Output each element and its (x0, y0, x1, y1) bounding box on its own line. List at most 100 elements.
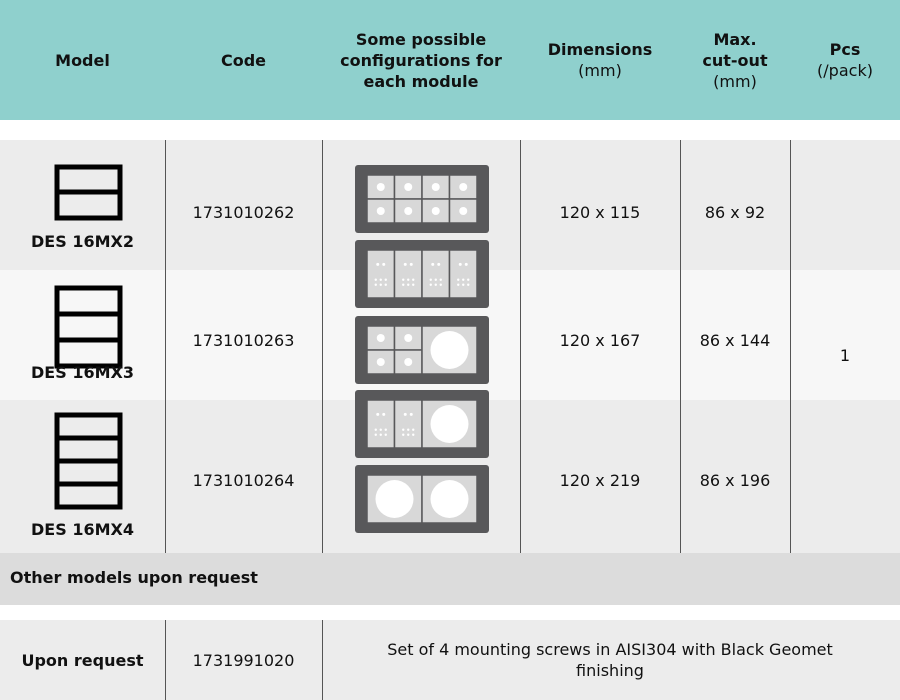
dot (379, 278, 382, 281)
dot (402, 428, 405, 431)
dot (430, 331, 469, 369)
module (366, 349, 396, 375)
divider (680, 140, 681, 553)
divider (520, 140, 521, 553)
dot (384, 278, 387, 281)
dot (439, 278, 442, 281)
header-title: Max. cut-out (702, 29, 768, 70)
dimensions: 120 x 115 (559, 203, 641, 222)
module (366, 399, 396, 449)
model-name: DES 16MX2 (31, 232, 134, 251)
module (393, 249, 423, 299)
dot (412, 433, 415, 436)
header-cell: Dimensions (mm) (520, 0, 680, 120)
dot (376, 334, 385, 342)
dot (379, 428, 382, 431)
dot (403, 262, 407, 266)
dot (384, 283, 387, 286)
header-unit: (/pack) (817, 61, 873, 80)
dot (412, 283, 415, 286)
dot (457, 283, 460, 286)
dot (379, 283, 382, 286)
header-cell: Code (165, 0, 322, 120)
dimensions: 120 x 167 (559, 330, 641, 350)
dot (384, 428, 387, 431)
other-band (0, 553, 900, 605)
dot (430, 480, 469, 518)
module (366, 174, 396, 200)
dot (459, 207, 468, 215)
dot (376, 358, 385, 366)
dot (437, 262, 441, 266)
dimensions: 120 x 219 (559, 470, 641, 490)
dot (376, 183, 385, 191)
dot (376, 412, 380, 416)
dot (434, 278, 437, 281)
dot (457, 278, 460, 281)
header-title: Pcs (829, 40, 861, 59)
module (421, 249, 451, 299)
code: 1731010263 (192, 330, 295, 350)
dot (374, 433, 377, 436)
module (393, 174, 423, 200)
description: Set of 4 mounting screws in AISI304 with… (387, 640, 833, 680)
other-note: Other models upon request (10, 568, 258, 587)
dot (467, 278, 470, 281)
dot (404, 183, 413, 191)
dot (407, 283, 410, 286)
dot (439, 283, 442, 286)
header-title: Code (220, 50, 267, 70)
divider (790, 140, 791, 553)
dot (409, 412, 413, 416)
dot (374, 428, 377, 431)
dot (407, 433, 410, 436)
header-band (0, 0, 900, 120)
dot (402, 283, 405, 286)
cutout: 86 x 196 (699, 470, 771, 490)
dot (379, 433, 382, 436)
dot (412, 428, 415, 431)
configurations (355, 165, 489, 533)
header-cell: Pcs (/pack) (790, 0, 900, 120)
pcs: 1 (839, 345, 851, 365)
dot (404, 334, 413, 342)
code: 1731010264 (192, 470, 295, 490)
dot (402, 433, 405, 436)
dot (404, 207, 413, 215)
dot (431, 262, 435, 266)
availability: Upon request (21, 650, 144, 670)
header-cell: Max. cut-out (mm) (695, 0, 775, 120)
dot (382, 262, 386, 266)
divider (322, 620, 323, 700)
dot (407, 278, 410, 281)
header-title: Some possible configurations for each mo… (340, 29, 502, 91)
divider (322, 140, 323, 553)
dot (429, 278, 432, 281)
header-unit: (mm) (578, 61, 622, 80)
dot (462, 278, 465, 281)
dot (467, 283, 470, 286)
dot (464, 262, 468, 266)
module (448, 198, 478, 224)
module (448, 249, 478, 299)
dot (402, 278, 405, 281)
model-name: DES 16MX3 (31, 363, 134, 382)
model-icon (54, 285, 123, 369)
dot (429, 283, 432, 286)
model-icons (54, 164, 123, 510)
accessory-band (0, 620, 900, 700)
dot (376, 262, 380, 266)
code: 1731010262 (192, 203, 295, 222)
dot (382, 412, 386, 416)
cutout: 86 x 92 (704, 203, 766, 222)
header-cell: Model (0, 0, 165, 120)
dot (462, 283, 465, 286)
header-unit: (mm) (713, 71, 757, 91)
header-title: Model (55, 50, 110, 70)
cutout: 86 x 144 (699, 330, 771, 350)
dot (374, 278, 377, 281)
dot (376, 207, 385, 215)
dot (404, 358, 413, 366)
dot (384, 433, 387, 436)
